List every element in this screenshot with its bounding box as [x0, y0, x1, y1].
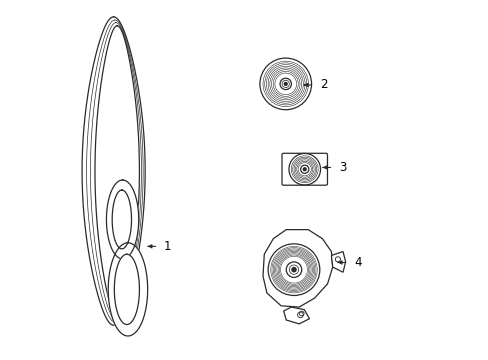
Polygon shape: [106, 180, 139, 259]
Text: 2: 2: [319, 78, 326, 91]
Polygon shape: [114, 254, 139, 324]
Polygon shape: [331, 252, 345, 272]
Text: 4: 4: [353, 256, 361, 269]
Circle shape: [267, 244, 319, 296]
Text: 1: 1: [163, 240, 171, 253]
Circle shape: [303, 168, 305, 171]
Polygon shape: [108, 243, 147, 336]
Polygon shape: [283, 307, 309, 324]
FancyBboxPatch shape: [282, 153, 327, 185]
Circle shape: [291, 267, 295, 272]
Circle shape: [284, 82, 286, 85]
Polygon shape: [263, 230, 332, 307]
Polygon shape: [112, 190, 131, 249]
Text: 3: 3: [338, 161, 346, 174]
